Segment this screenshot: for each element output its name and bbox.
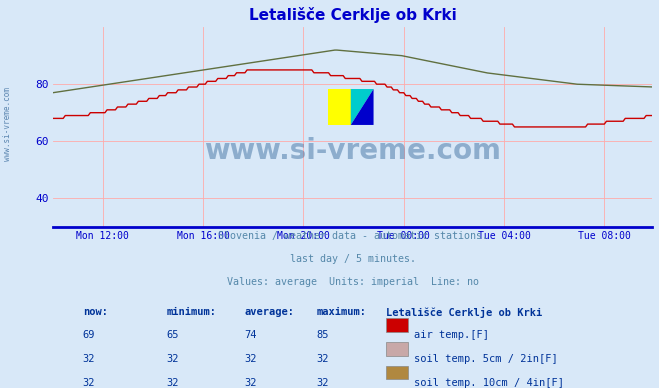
Text: Letališče Cerklje ob Krki: Letališče Cerklje ob Krki	[386, 307, 542, 318]
Text: Values: average  Units: imperial  Line: no: Values: average Units: imperial Line: no	[227, 277, 478, 288]
Text: www.si-vreme.com: www.si-vreme.com	[3, 87, 13, 161]
Text: www.si-vreme.com: www.si-vreme.com	[204, 137, 501, 165]
Text: average:: average:	[244, 307, 295, 317]
Polygon shape	[351, 89, 374, 125]
Text: 65: 65	[167, 330, 179, 340]
Bar	[386, 318, 409, 332]
Text: 32: 32	[316, 378, 329, 388]
Text: Slovenia / weather data - automatic stations.: Slovenia / weather data - automatic stat…	[217, 231, 488, 241]
Text: air temp.[F]: air temp.[F]	[415, 330, 490, 340]
Text: last day / 5 minutes.: last day / 5 minutes.	[289, 255, 416, 264]
Text: 32: 32	[83, 354, 95, 364]
Text: minimum:: minimum:	[167, 307, 217, 317]
Text: maximum:: maximum:	[316, 307, 366, 317]
Bar	[386, 365, 409, 379]
Text: now:: now:	[83, 307, 107, 317]
Text: 32: 32	[167, 378, 179, 388]
Text: soil temp. 5cm / 2in[F]: soil temp. 5cm / 2in[F]	[415, 354, 558, 364]
Text: soil temp. 10cm / 4in[F]: soil temp. 10cm / 4in[F]	[415, 378, 564, 388]
Text: 69: 69	[83, 330, 95, 340]
Text: 85: 85	[316, 330, 329, 340]
Text: 32: 32	[83, 378, 95, 388]
Text: 74: 74	[244, 330, 257, 340]
Bar	[328, 89, 351, 125]
Polygon shape	[351, 89, 374, 125]
Text: 32: 32	[244, 354, 257, 364]
Text: 32: 32	[167, 354, 179, 364]
Text: 32: 32	[316, 354, 329, 364]
Title: Letališče Cerklje ob Krki: Letališče Cerklje ob Krki	[248, 7, 457, 23]
Text: 32: 32	[244, 378, 257, 388]
Bar	[386, 342, 409, 356]
